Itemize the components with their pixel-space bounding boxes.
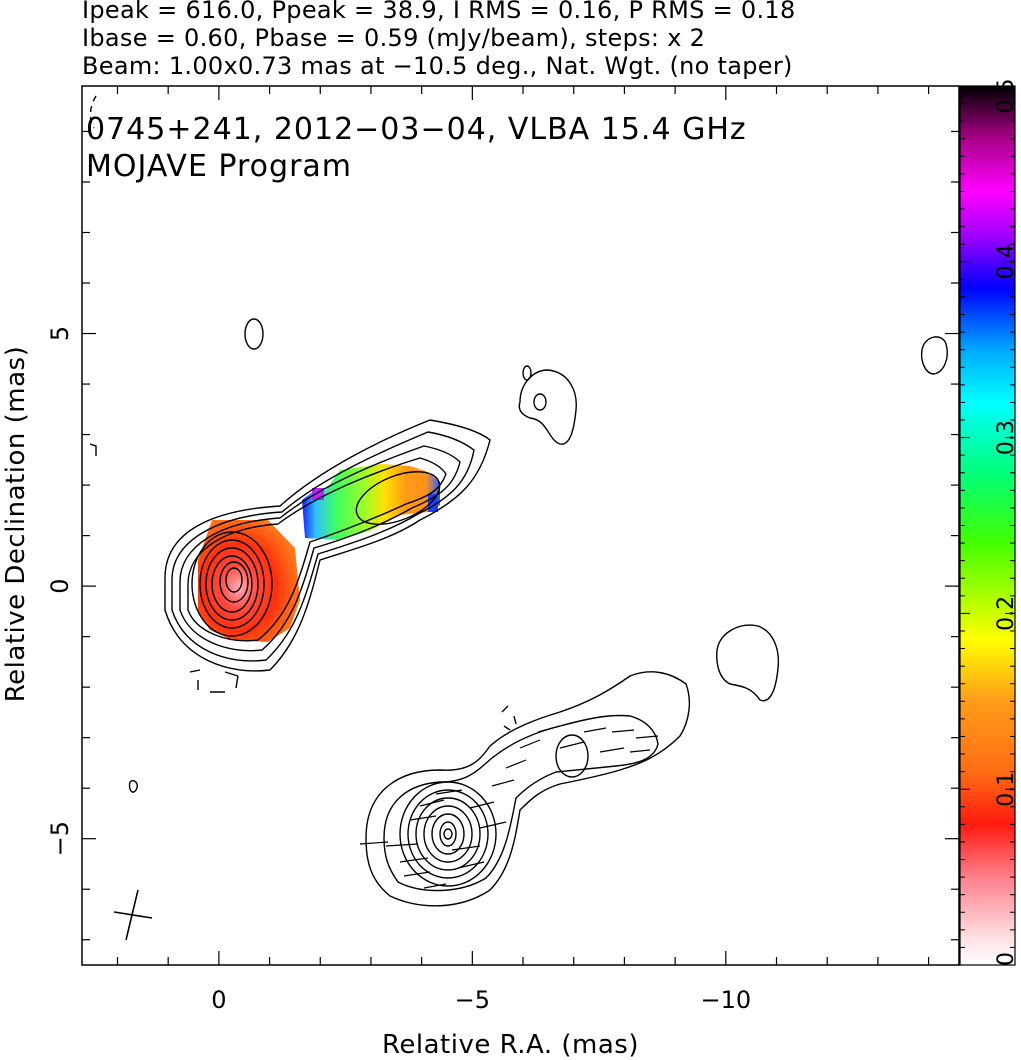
colorbar-tick-label: 0.2 <box>994 596 1019 631</box>
plot-title-line-2: MOJAVE Program <box>86 148 353 184</box>
colorbar-tick-label: 0.1 <box>994 772 1019 807</box>
plot-title-line-1: 0745+241, 2012−03−04, VLBA 15.4 GHz <box>86 112 747 147</box>
polarization-vectors <box>359 725 659 889</box>
x-tick-label: 0 <box>211 986 226 1014</box>
axes: 0 −5 −10 −5 0 5 <box>46 86 959 1014</box>
y-tick-label: 0 <box>46 578 74 593</box>
colorbar-tick-label: 0.5 <box>994 79 1019 114</box>
colorbar-tick-label: 0.3 <box>994 420 1019 455</box>
y-axis-label: Relative Declination (mas) <box>1 345 31 703</box>
colorbar-axis: 0 0.1 0.2 0.3 0.4 0.5 <box>960 79 1019 966</box>
beam-cross <box>113 889 153 941</box>
x-axis-label: Relative R.A. (mas) <box>382 1030 639 1060</box>
header-line-3: Beam: 1.00x0.73 mas at −10.5 deg., Nat. … <box>82 52 793 80</box>
colorbar-tick-label: 0.4 <box>994 244 1019 279</box>
colorbar-tick-label: 0 <box>994 952 1019 966</box>
header-line-2: Ibase = 0.60, Pbase = 0.59 (mJy/beam), s… <box>82 24 706 52</box>
x-tick-label: −10 <box>700 986 751 1014</box>
intensity-contours <box>89 95 948 907</box>
plot-frame <box>81 85 960 966</box>
x-tick-label: −5 <box>455 986 490 1014</box>
colorbar <box>959 85 1016 966</box>
y-tick-label: −5 <box>46 821 74 856</box>
plot-title: 0745+241, 2012−03−04, VLBA 15.4 GHz MOJA… <box>86 112 747 185</box>
header-line-1: Ipeak = 616.0, Ppeak = 38.9, I RMS = 0.1… <box>82 0 796 24</box>
jet-patch-blue <box>428 494 438 512</box>
y-tick-label: 5 <box>46 326 74 341</box>
